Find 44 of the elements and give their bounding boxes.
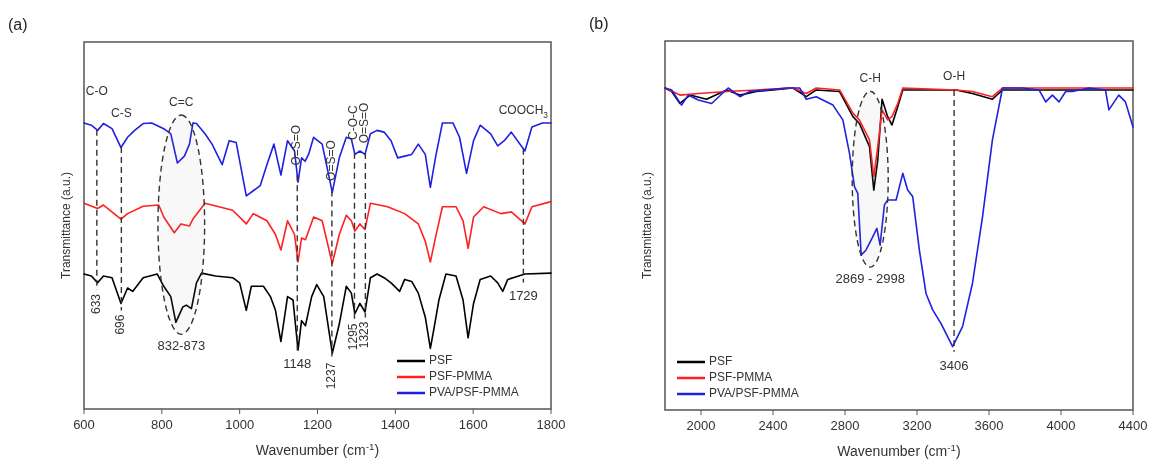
text: C-S — [111, 106, 132, 121]
legend-label: PSF-PMMA — [709, 370, 773, 385]
annotation: O=S=O — [289, 124, 304, 166]
x-tick-label: 4000 — [1046, 418, 1076, 433]
x-tick-label: 3200 — [902, 418, 932, 433]
ref-line-label: 1729 — [508, 288, 538, 304]
x-tick-label: 1000 — [225, 417, 255, 432]
ref-line-label: 1323 — [357, 321, 372, 349]
x-tick-label: 2400 — [758, 418, 788, 433]
text: C-O — [85, 83, 108, 98]
x-tick-label: 2000 — [686, 418, 716, 433]
ref-line-label: 1237 — [324, 362, 339, 390]
x-tick-label: 1800 — [536, 417, 566, 432]
chart-title: (a) — [8, 16, 28, 33]
legend-label: PVA/PSF-PMMA — [429, 385, 519, 400]
ref-line-label: 696 — [113, 314, 128, 335]
ref-line-label: 1148 — [283, 356, 312, 372]
x-tick-label: 4400 — [1118, 418, 1148, 433]
x-tick-label: 800 — [150, 417, 173, 432]
x-tick-label: 1600 — [458, 417, 488, 432]
text: COOCH$_{3}$ — [498, 103, 549, 121]
band-label: 2869 - 2998 — [835, 271, 905, 287]
x-tick-label: 2800 — [830, 418, 860, 433]
x-tick-label: 600 — [73, 417, 95, 432]
text: O-H — [943, 69, 966, 84]
x-axis-title: Wavenumber (cm$^{-1}$) — [255, 440, 380, 458]
text: C=C — [169, 95, 194, 110]
y-axis-title: Transmittance (a.u.) — [640, 172, 654, 279]
y-axis-title: Transmittance (a.u.) — [59, 172, 73, 279]
legend-label: PSF — [429, 353, 453, 368]
annotation: O=S=O — [324, 140, 339, 181]
legend-label: PVA/PSF-PMMA — [709, 386, 799, 401]
annotation: O=S=O — [357, 102, 372, 144]
ref-line-label: 3406 — [939, 357, 969, 373]
legend-label: PSF-PMMA — [429, 369, 493, 384]
chart-title: (b) — [589, 15, 609, 32]
x-tick-label: 1400 — [380, 417, 410, 432]
x-tick-label: 1200 — [303, 417, 332, 432]
x-tick-label: 3600 — [974, 418, 1004, 433]
band-label: 832-873 — [157, 338, 206, 354]
x-axis-title: Wavenumber (cm$^{-1}$) — [837, 441, 961, 459]
legend-label: PSF — [709, 354, 733, 369]
ref-line-label: 633 — [89, 293, 104, 315]
text: C-H — [859, 71, 881, 86]
